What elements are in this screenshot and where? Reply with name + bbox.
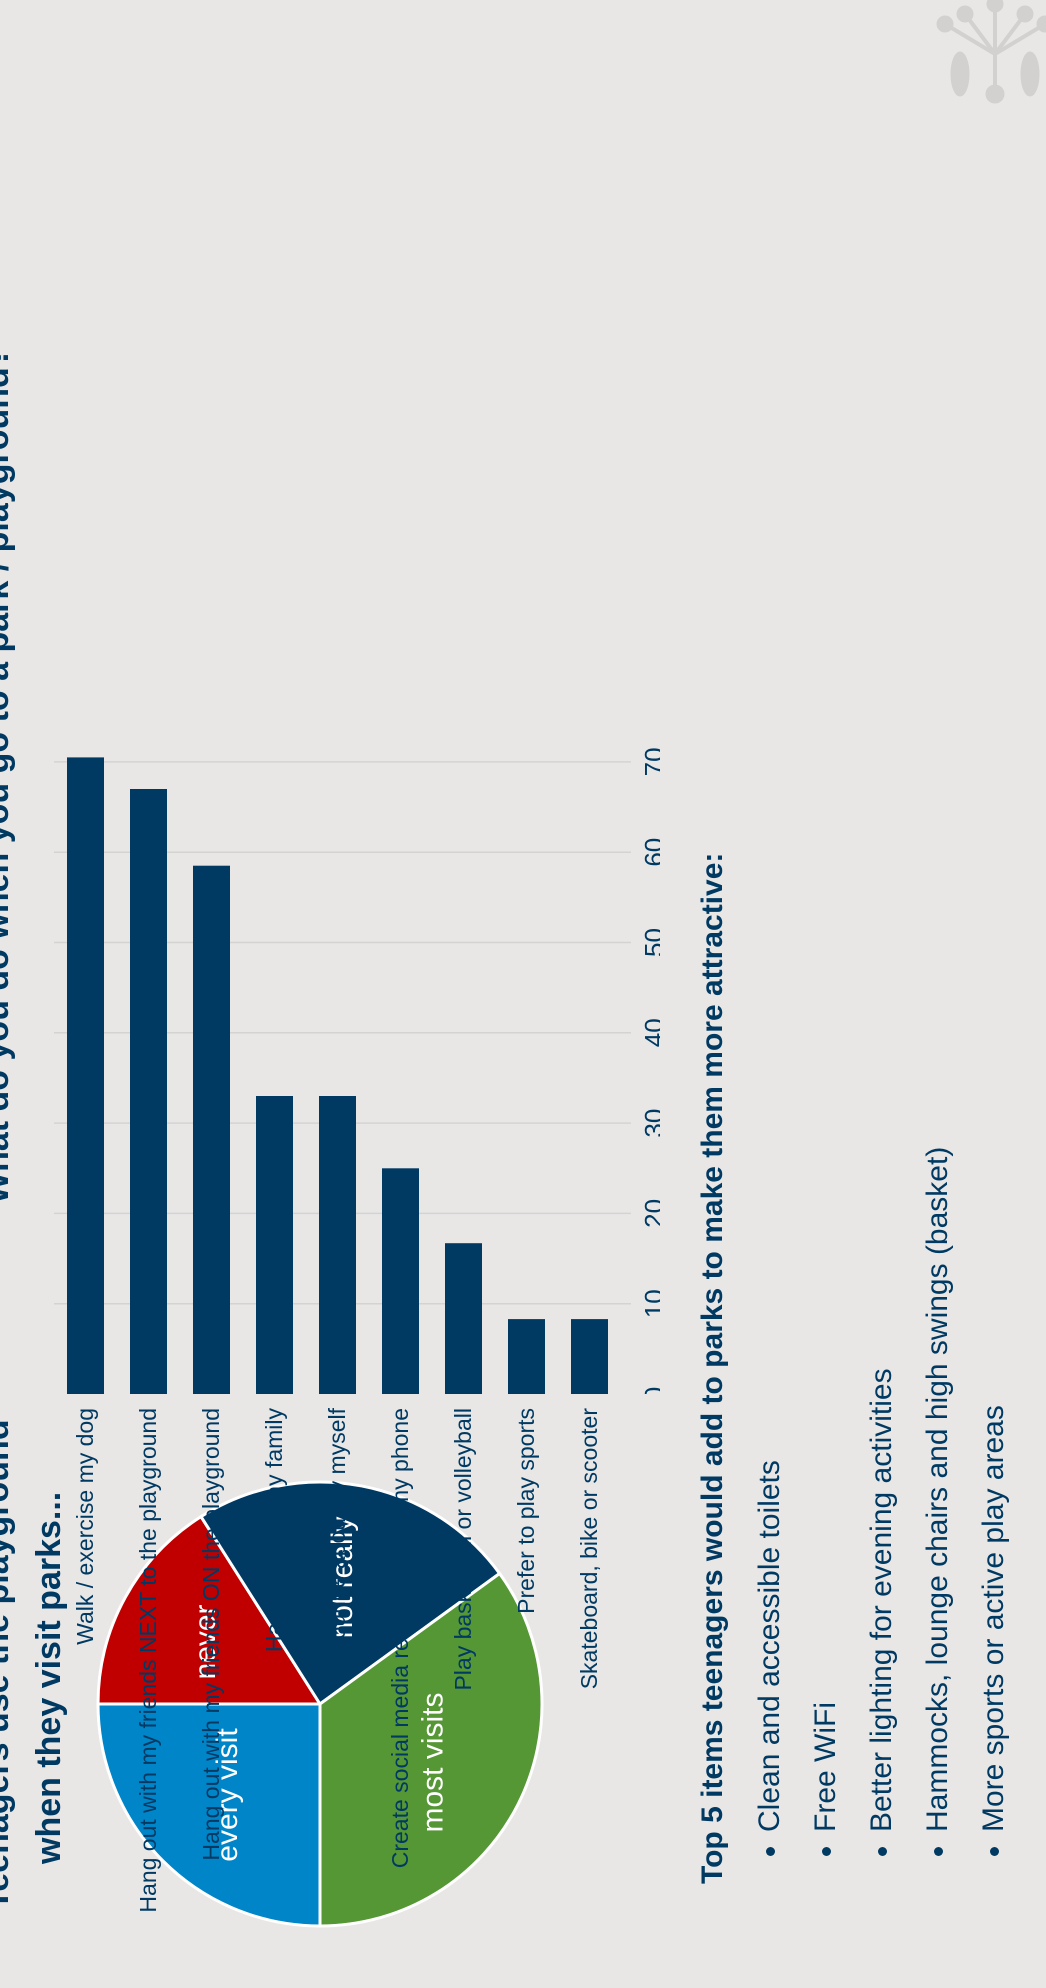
top5-item: More sports or active play areas	[966, 684, 1022, 1832]
pie-title-line1: Teenagers use the playground	[0, 1419, 17, 1910]
top5-item: Hammocks, lounge chairs and high swings …	[910, 684, 966, 1832]
y-tick-label: 50	[639, 928, 660, 957]
bar	[130, 789, 167, 1394]
bar-chart: 0 10 20 30 40 50 60 70	[0, 0, 660, 1394]
pie-slice-label: most visits	[417, 1692, 450, 1832]
x-tick-label: Hang out with my friends NEXT to the pla…	[135, 1408, 162, 1988]
rotated-content: Teenagers use the playground when they v…	[0, 0, 1046, 1934]
top5-heading: Top 5 items teenagers would add to parks…	[690, 684, 736, 1884]
y-tick-label: 40	[639, 1018, 660, 1047]
x-tick-label: Skateboard, bike or scooter	[576, 1408, 603, 1988]
top5-item: Clean and accessible toilets	[742, 684, 798, 1832]
y-tick-label: 60	[639, 838, 660, 867]
bar	[67, 757, 104, 1394]
top5-list: Clean and accessible toilets Free WiFi B…	[742, 684, 1022, 1884]
flower-watermark-icon	[930, 0, 1046, 114]
bar	[508, 1319, 545, 1394]
y-tick-label: 20	[639, 1199, 660, 1228]
x-tick-label: Hang out with my friends ON the playgrou…	[198, 1408, 225, 1988]
infographic-page: Teenagers use the playground when they v…	[0, 0, 1046, 1934]
bar	[256, 1096, 293, 1394]
x-tick-label: Hang out with my family	[261, 1408, 288, 1988]
bar	[319, 1096, 356, 1394]
y-tick-label: 30	[639, 1109, 660, 1138]
top5-item: Free WiFi	[798, 684, 854, 1832]
y-tick-label: 70	[639, 747, 660, 776]
bar	[382, 1168, 419, 1394]
x-tick-label: Play basketball or volleyball	[450, 1408, 477, 1988]
x-tick-label: Walk / exercise my dog	[72, 1408, 99, 1988]
x-tick-label: Lounge about by myself	[324, 1408, 351, 1988]
y-tick-label: 10	[639, 1289, 660, 1318]
x-tick-label: Prefer to play sports	[513, 1408, 540, 1988]
top5-section: Top 5 items teenagers would add to parks…	[690, 684, 1022, 1884]
top5-item: Better lighting for evening activities	[854, 684, 910, 1832]
bar	[193, 866, 230, 1394]
pie-title-line2: when they visit parks...	[30, 1492, 69, 1864]
bar	[445, 1243, 482, 1394]
y-tick-label: 0	[639, 1387, 660, 1394]
bar	[571, 1319, 608, 1394]
x-tick-label: Create social media reels / play on my p…	[387, 1408, 414, 1988]
